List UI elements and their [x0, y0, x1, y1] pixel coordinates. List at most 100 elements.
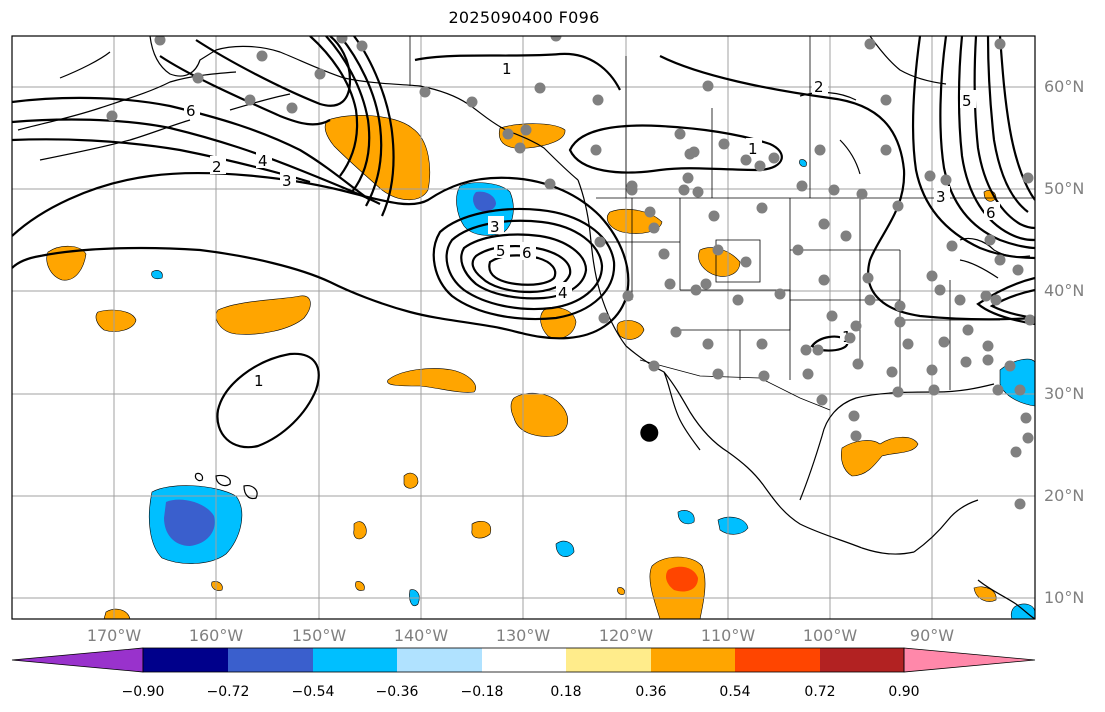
station-dot: [1014, 384, 1026, 396]
station-dot: [826, 310, 838, 322]
lon-label-90w: 90°W: [909, 626, 955, 645]
station-dot: [622, 290, 634, 302]
colorbar: [11, 647, 1036, 673]
contour-label-1: 1: [748, 140, 758, 158]
colorbar-tick: 0.36: [635, 684, 667, 700]
station-dot: [792, 244, 804, 256]
station-dot: [816, 394, 828, 406]
station-dot: [256, 50, 268, 62]
lon-label-130w: 130°W: [495, 626, 551, 645]
station-dot: [980, 290, 992, 302]
location-marker: [640, 423, 659, 442]
station-dot: [708, 210, 720, 222]
colorbar-tick: 0.54: [719, 684, 751, 700]
station-dot: [754, 160, 766, 172]
station-dot: [990, 294, 1002, 306]
station-dot: [1020, 412, 1032, 424]
colorbar-segment: [735, 648, 820, 672]
contour-label-6: 6: [522, 244, 532, 262]
station-dot: [702, 80, 714, 92]
station-dot: [106, 110, 118, 122]
lat-label-60n: 60°N: [1044, 77, 1085, 96]
lon-label-140w: 140°W: [393, 626, 449, 645]
colorbar-tick: −0.36: [375, 684, 419, 700]
station-dot: [994, 254, 1006, 266]
station-dot: [880, 144, 892, 156]
station-dot: [926, 364, 938, 376]
station-dot: [926, 270, 938, 282]
station-dot: [1004, 360, 1016, 372]
station-dot: [712, 368, 724, 380]
station-dot: [550, 36, 562, 42]
station-dot: [688, 146, 700, 158]
station-dot: [758, 370, 770, 382]
contour-label-1: 1: [502, 60, 512, 78]
station-dot: [626, 184, 638, 196]
contour-label-2: 2: [814, 78, 824, 96]
station-dot: [756, 338, 768, 350]
station-dot: [892, 200, 904, 212]
station-dot: [940, 174, 952, 186]
station-dot: [862, 272, 874, 284]
colorbar-tick: −0.72: [206, 684, 250, 700]
colorbar-segment: [397, 648, 482, 672]
station-dot: [1022, 432, 1034, 444]
station-dot: [740, 154, 752, 166]
station-dot: [678, 184, 690, 196]
station-dot: [419, 86, 431, 98]
lat-label-30n: 30°N: [1044, 384, 1085, 403]
station-dot: [1022, 172, 1034, 184]
station-dot: [954, 294, 966, 306]
contour-label-6: 6: [986, 204, 996, 222]
station-dot: [962, 324, 974, 336]
station-dots: [106, 36, 1035, 510]
station-dot: [594, 236, 606, 248]
station-dot: [1012, 264, 1024, 276]
station-dot: [314, 68, 326, 80]
lon-label-150w: 150°W: [291, 626, 347, 645]
colorbar-segment: [143, 648, 228, 672]
station-dot: [960, 356, 972, 368]
station-dot: [648, 222, 660, 234]
station-dot: [674, 128, 686, 140]
contour-label-4: 4: [258, 152, 268, 170]
map-title: 2025090400 F096: [448, 8, 600, 27]
colorbar-segment: [651, 648, 735, 672]
lon-label-170w: 170°W: [86, 626, 142, 645]
station-dot: [992, 384, 1004, 396]
colorbar-tick: 0.18: [550, 684, 582, 700]
strong-positive-anomaly: [666, 566, 698, 592]
station-dot: [828, 184, 840, 196]
station-dot: [670, 326, 682, 338]
station-dot: [154, 36, 166, 46]
station-dot: [812, 344, 824, 356]
station-dot: [644, 206, 656, 218]
colorbar-tick: −0.54: [291, 684, 335, 700]
station-dot: [702, 338, 714, 350]
station-dot: [286, 102, 298, 114]
station-dot: [802, 368, 814, 380]
station-dot: [774, 288, 786, 300]
station-dot: [994, 38, 1006, 50]
lat-label-40n: 40°N: [1044, 281, 1085, 300]
station-dot: [800, 344, 812, 356]
station-dot: [664, 278, 676, 290]
contour-label-2: 2: [212, 158, 222, 176]
lon-label-100w: 100°W: [802, 626, 858, 645]
lon-label-160w: 160°W: [188, 626, 244, 645]
station-dot: [768, 152, 780, 164]
station-dot: [880, 94, 892, 106]
station-dot: [520, 124, 532, 136]
station-dot: [756, 202, 768, 214]
lon-label-120w: 120°W: [598, 626, 654, 645]
station-dot: [700, 278, 712, 290]
station-dot: [852, 358, 864, 370]
station-dot: [856, 188, 868, 200]
colorbar-segment: [566, 648, 651, 672]
station-dot: [590, 144, 602, 156]
station-dot: [690, 284, 702, 296]
colorbar-tick: −0.90: [121, 684, 165, 700]
station-dot: [814, 144, 826, 156]
station-dot: [982, 354, 994, 366]
station-dot: [732, 294, 744, 306]
